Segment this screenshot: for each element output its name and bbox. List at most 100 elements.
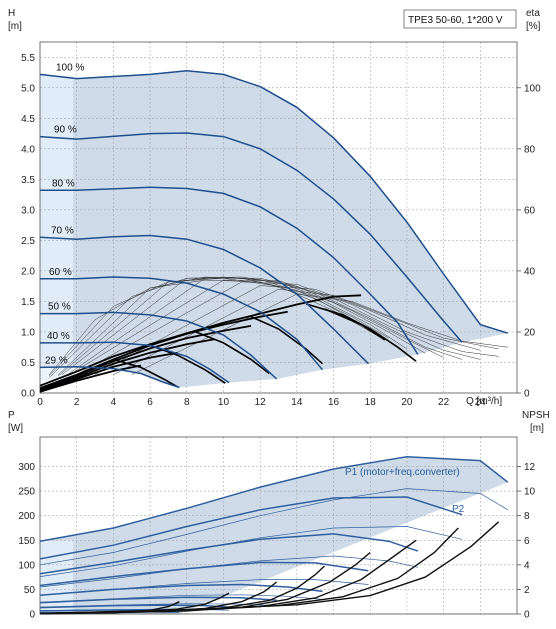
x-tick-label: 24 (475, 397, 487, 408)
y2-tick-label: 0 (524, 389, 530, 400)
y-tick-label: 50 (24, 585, 36, 596)
x-tick-label: 4 (111, 397, 117, 408)
p1-curve (39, 604, 230, 609)
eta-iso-line (76, 281, 499, 375)
eta-iso-line (131, 293, 508, 375)
speed-curve-label: 29 % (45, 355, 68, 366)
y-tick-label: 4.5 (21, 114, 35, 125)
p2-curve (39, 526, 463, 577)
x-tick-label: 6 (147, 397, 153, 408)
eta-iso-line (61, 276, 444, 375)
y2-tick-label: 100 (524, 83, 541, 94)
qh-y2-axis-title: eta (526, 8, 540, 19)
qh-y-axis-unit: [m] (8, 21, 22, 32)
x-tick-label: 0 (37, 397, 43, 408)
y2-tick-label: 0 (524, 610, 530, 621)
y-tick-label: 2.0 (21, 266, 35, 277)
y2-tick-label: 6 (524, 536, 530, 547)
eta-branch-curve (113, 358, 178, 388)
eta-curve (39, 351, 178, 393)
x-tick-label: 18 (365, 397, 377, 408)
speed-curve (39, 234, 369, 365)
speed-curve-label: 40 % (47, 331, 70, 342)
speed-curve-label: 70 % (51, 225, 74, 236)
y-tick-label: 1.5 (21, 297, 35, 308)
p1-curve (39, 455, 509, 542)
y2-tick-label: 10 (524, 487, 536, 498)
model-title-box: TPE3 50-60, 1*200 V (403, 9, 517, 29)
p1-curve (39, 583, 323, 597)
qh-x-axis-title: Q [m³/h] (466, 396, 502, 407)
power-y-axis-unit: [W] (8, 423, 23, 434)
y-tick-label: 3.5 (21, 175, 35, 186)
power-y2-axis-unit: [m] (530, 423, 544, 434)
model-title-frame (403, 9, 517, 29)
y-tick-label: 0.5 (21, 358, 35, 369)
speed-curve (40, 276, 324, 371)
speed-curve-label: 60 % (49, 267, 72, 278)
y-tick-label: 3.0 (21, 205, 35, 216)
power-plot-area: 0 50 100 150 200 250 300 0 2 4 6 8 10 12 (18, 436, 536, 621)
p1-curve (39, 561, 369, 587)
power-band (40, 456, 508, 614)
eta-branch-curve (250, 315, 324, 365)
y-tick-label: 150 (18, 536, 35, 547)
eta-branch-curve (324, 308, 386, 341)
speed-curve-label: 90 % (54, 125, 77, 136)
y2-tick-label: 60 (524, 205, 536, 216)
p1-curve (39, 596, 277, 604)
eta-curve (39, 338, 215, 393)
y-tick-label: 0 (29, 610, 35, 621)
y2-tick-label: 8 (524, 511, 530, 522)
npsh-curve (39, 565, 325, 615)
power-y2-axis-title: NPSH (522, 410, 550, 421)
y2-tick-label: 20 (524, 327, 536, 338)
npsh-curve (39, 601, 180, 615)
speed-curve-label: 80 % (52, 178, 75, 189)
p2-curve (39, 488, 508, 566)
speed-curve (40, 341, 230, 384)
x-tick-label: 16 (328, 397, 340, 408)
qh-band-highlight (40, 75, 74, 381)
y-tick-label: 2.5 (21, 236, 35, 247)
p1-series-label: P1 (motor+freq.converter) (345, 467, 460, 478)
speed-curve (40, 186, 419, 355)
y2-tick-label: 4 (524, 560, 530, 571)
qh-y2-axis-unit: [%] (526, 21, 541, 32)
y2-tick-label: 2 (524, 585, 530, 596)
eta-curve (39, 325, 252, 391)
y-tick-label: 300 (18, 462, 35, 473)
power-y-axis-title: P (8, 410, 15, 421)
eta-iso-line (113, 288, 499, 375)
x-tick-label: 22 (438, 397, 450, 408)
speed-curve-label: 100 % (56, 62, 84, 73)
speed-curve (39, 69, 509, 334)
y-tick-label: 100 (18, 560, 35, 571)
y-tick-label: 200 (18, 511, 35, 522)
x-tick-label: 10 (218, 397, 230, 408)
qh-plot-area: 0 2 4 6 8 10 12 14 16 18 20 22 240.00.51.01.52.02.53… (21, 41, 541, 408)
x-tick-label: 14 (291, 397, 303, 408)
y2-tick-label: 12 (524, 462, 536, 473)
eta-branch-curve (195, 331, 270, 375)
x-tick-label: 2 (74, 397, 80, 408)
speed-curve (39, 366, 180, 389)
x-tick-label: 8 (184, 397, 190, 408)
p2-series-label: P2 (452, 504, 465, 515)
y-tick-label: 4.0 (21, 144, 35, 155)
x-tick-label: 20 (401, 397, 413, 408)
speed-curve (40, 311, 278, 380)
eta-curve (39, 364, 142, 393)
speed-curve (39, 132, 463, 343)
y2-tick-label: 80 (524, 144, 536, 155)
eta-iso-line (67, 279, 481, 377)
qh-y-axis-title: H (8, 8, 15, 19)
y-tick-label: 5.5 (21, 53, 35, 64)
y-tick-label: 250 (18, 487, 35, 498)
y-tick-label: 1.0 (21, 327, 35, 338)
y-tick-label: 5.0 (21, 83, 35, 94)
model-title-text: TPE3 50-60, 1*200 V (408, 15, 503, 26)
speed-curve-label: 50 % (48, 302, 71, 313)
